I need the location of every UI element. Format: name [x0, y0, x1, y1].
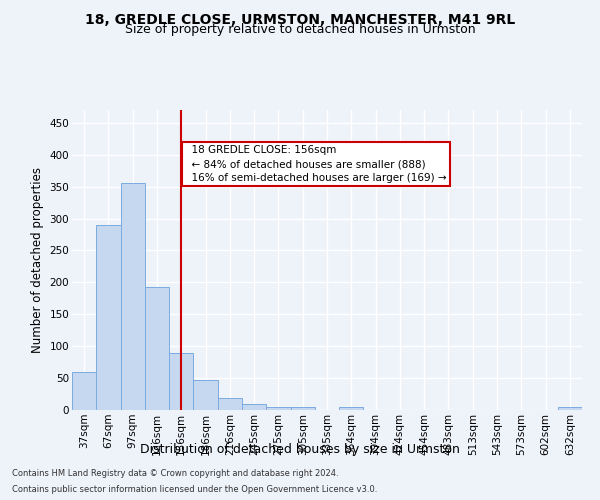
Bar — [558, 407, 582, 410]
Bar — [145, 287, 169, 410]
Bar — [72, 372, 96, 410]
Text: Distribution of detached houses by size in Urmston: Distribution of detached houses by size … — [140, 444, 460, 456]
Bar — [96, 225, 121, 410]
Y-axis label: Number of detached properties: Number of detached properties — [31, 167, 44, 353]
Text: 18, GREDLE CLOSE, URMSTON, MANCHESTER, M41 9RL: 18, GREDLE CLOSE, URMSTON, MANCHESTER, M… — [85, 12, 515, 26]
Text: Contains HM Land Registry data © Crown copyright and database right 2024.: Contains HM Land Registry data © Crown c… — [12, 468, 338, 477]
Bar — [193, 380, 218, 410]
Bar — [218, 398, 242, 410]
Bar — [290, 407, 315, 410]
Bar — [242, 404, 266, 410]
Bar — [121, 184, 145, 410]
Text: Size of property relative to detached houses in Urmston: Size of property relative to detached ho… — [125, 22, 475, 36]
Bar — [266, 407, 290, 410]
Bar — [169, 352, 193, 410]
Text: Contains public sector information licensed under the Open Government Licence v3: Contains public sector information licen… — [12, 485, 377, 494]
Bar — [339, 408, 364, 410]
Text: 18 GREDLE CLOSE: 156sqm
  ← 84% of detached houses are smaller (888)
  16% of se: 18 GREDLE CLOSE: 156sqm ← 84% of detache… — [185, 145, 446, 183]
